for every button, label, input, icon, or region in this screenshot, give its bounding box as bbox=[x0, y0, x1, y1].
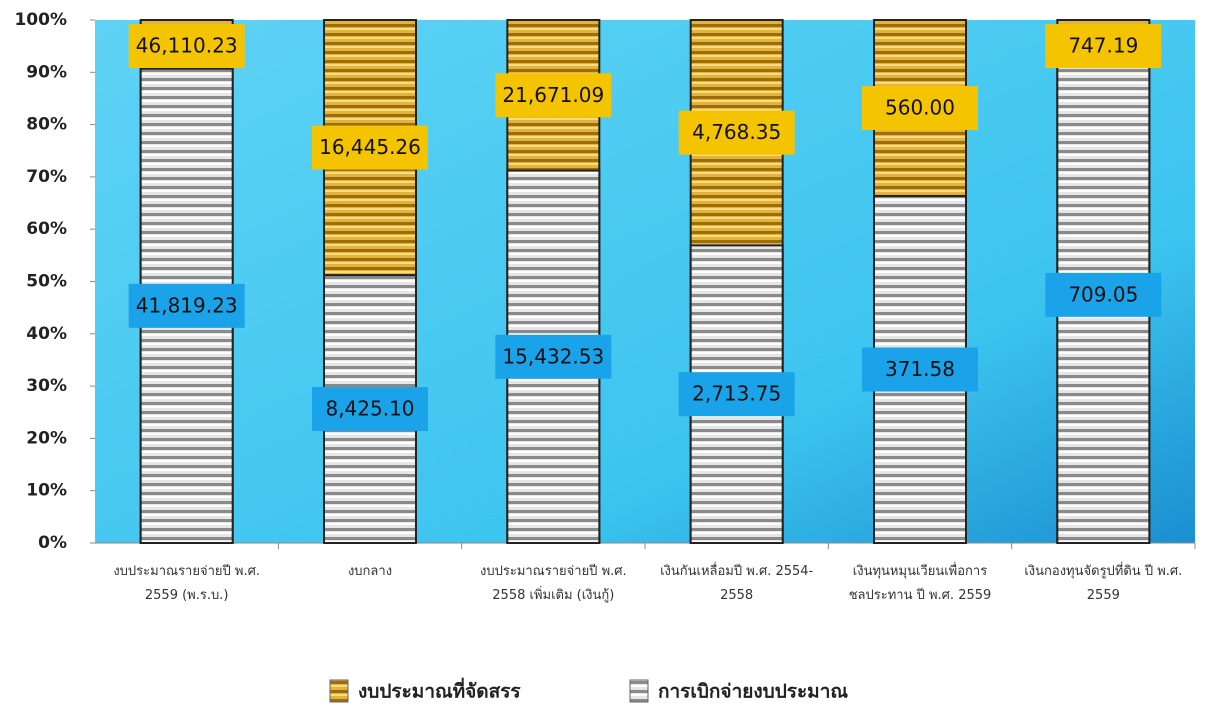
value-label: 747.19 bbox=[1045, 24, 1162, 68]
x-tick-label: เงินทุนหมุนเวียนเพื่อการชลประทาน ปี พ.ศ.… bbox=[848, 564, 992, 603]
value-label-text: 21,671.09 bbox=[502, 83, 604, 107]
value-label-text: 8,425.10 bbox=[325, 397, 414, 421]
y-tick-label: 10% bbox=[26, 481, 67, 501]
value-label-box bbox=[678, 372, 795, 417]
legend-swatch bbox=[329, 679, 349, 703]
legend-swatch bbox=[629, 679, 649, 703]
value-label-box bbox=[312, 125, 428, 170]
value-label-box bbox=[495, 73, 612, 118]
value-label-text: 747.19 bbox=[1068, 34, 1138, 58]
x-tick-label: งบประมาณรายจ่ายปี พ.ศ. 2559 (พ.ร.บ.) bbox=[113, 564, 260, 603]
value-label-box bbox=[128, 24, 245, 68]
value-label: 2,713.75 bbox=[678, 372, 795, 417]
plot-area bbox=[95, 20, 1195, 543]
value-label-box bbox=[862, 347, 978, 392]
value-label: 4,768.35 bbox=[678, 110, 795, 155]
value-label-text: 4,768.35 bbox=[692, 120, 781, 144]
y-tick-label: 70% bbox=[26, 167, 67, 187]
value-label-text: 2,713.75 bbox=[692, 382, 781, 406]
value-label-text: 560.00 bbox=[885, 95, 955, 119]
legend-label: งบประมาณที่จัดสรร bbox=[358, 678, 521, 703]
value-label: 371.58 bbox=[862, 347, 978, 392]
value-label-box bbox=[128, 283, 245, 328]
y-tick-label: 20% bbox=[26, 428, 67, 448]
value-label: 41,819.23 bbox=[128, 283, 245, 328]
value-label-text: 46,110.23 bbox=[136, 34, 238, 58]
x-tick-label: งบประมาณรายจ่ายปี พ.ศ. 2558 เพิ่มเติม (เ… bbox=[480, 564, 627, 603]
y-tick-label: 90% bbox=[26, 62, 67, 82]
value-label: 709.05 bbox=[1045, 272, 1162, 317]
value-label-box bbox=[678, 110, 795, 155]
legend-label: การเบิกจ่ายงบประมาณ bbox=[658, 681, 848, 703]
value-label-text: 15,432.53 bbox=[502, 344, 604, 368]
value-label-box bbox=[862, 85, 978, 130]
y-tick-label: 100% bbox=[14, 10, 67, 30]
value-label: 16,445.26 bbox=[312, 125, 428, 170]
value-label: 8,425.10 bbox=[312, 387, 428, 432]
value-label-text: 41,819.23 bbox=[136, 293, 238, 317]
value-label-text: 709.05 bbox=[1068, 282, 1138, 306]
value-label: 15,432.53 bbox=[495, 334, 612, 379]
value-label-box bbox=[1045, 24, 1162, 68]
value-label-box bbox=[1045, 272, 1162, 317]
y-tick-label: 50% bbox=[26, 272, 67, 292]
y-tick-label: 60% bbox=[26, 219, 67, 239]
value-label-text: 371.58 bbox=[885, 357, 955, 381]
value-label: 560.00 bbox=[862, 85, 978, 130]
x-tick-label: เงินกันเหลื่อมปี พ.ศ. 2554-2558 bbox=[660, 564, 814, 603]
value-label-box bbox=[312, 387, 428, 432]
value-label: 46,110.23 bbox=[128, 24, 245, 68]
x-tick-label: งบกลาง bbox=[347, 564, 393, 579]
value-label: 21,671.09 bbox=[495, 73, 612, 118]
value-label-box bbox=[495, 334, 612, 379]
y-tick-label: 80% bbox=[26, 115, 67, 135]
x-tick-label: เงินกองทุนจัดรูปที่ดิน ปี พ.ศ. 2559 bbox=[1024, 564, 1183, 603]
y-tick-label: 40% bbox=[26, 324, 67, 344]
y-tick-label: 0% bbox=[38, 533, 67, 553]
value-label-text: 16,445.26 bbox=[319, 135, 421, 159]
y-tick-label: 30% bbox=[26, 376, 67, 396]
